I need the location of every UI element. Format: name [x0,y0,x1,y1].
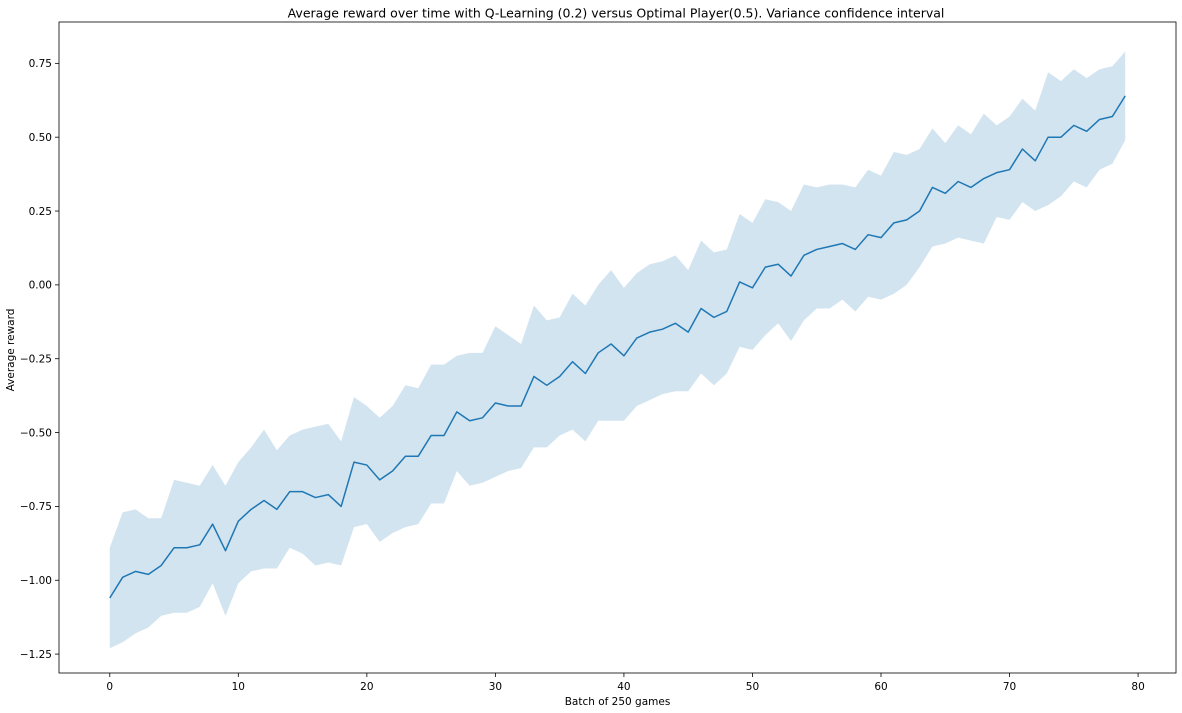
chart-title: Average reward over time with Q-Learning… [288,6,945,21]
y-tick-label: −0.25 [20,354,52,366]
y-tick-label: −1.25 [20,649,52,661]
y-tick-label: −0.50 [20,427,52,439]
x-tick-label: 50 [746,681,759,693]
y-tick-label: −0.75 [20,501,52,513]
y-tick-label: 0.25 [29,206,52,218]
x-tick-label: 20 [360,681,373,693]
y-tick-label: 0.50 [29,132,52,144]
y-axis-ticks: −1.25 −1.00 −0.75 −0.50 −0.25 0.00 0.25 0.50 0.7… [20,58,59,661]
x-tick-label: 30 [489,681,502,693]
x-tick-label: 80 [1131,681,1144,693]
x-axis-ticks: 0 10 20 30 40 50 60 70 80 [106,673,1145,693]
plot-area [109,51,1126,649]
axes-frame [58,21,1177,674]
x-tick-label: 60 [874,681,887,693]
mean-reward-line [109,95,1126,599]
y-tick-label: −1.00 [20,575,52,587]
x-tick-label: 0 [106,681,113,693]
y-axis-label: Average reward [5,309,17,392]
x-axis-label: Batch of 250 games [565,696,671,708]
y-tick-label: 0.75 [29,58,52,70]
x-tick-label: 10 [232,681,245,693]
y-tick-label: 0.00 [29,280,52,292]
x-tick-label: 70 [1003,681,1016,693]
x-tick-label: 40 [617,681,630,693]
